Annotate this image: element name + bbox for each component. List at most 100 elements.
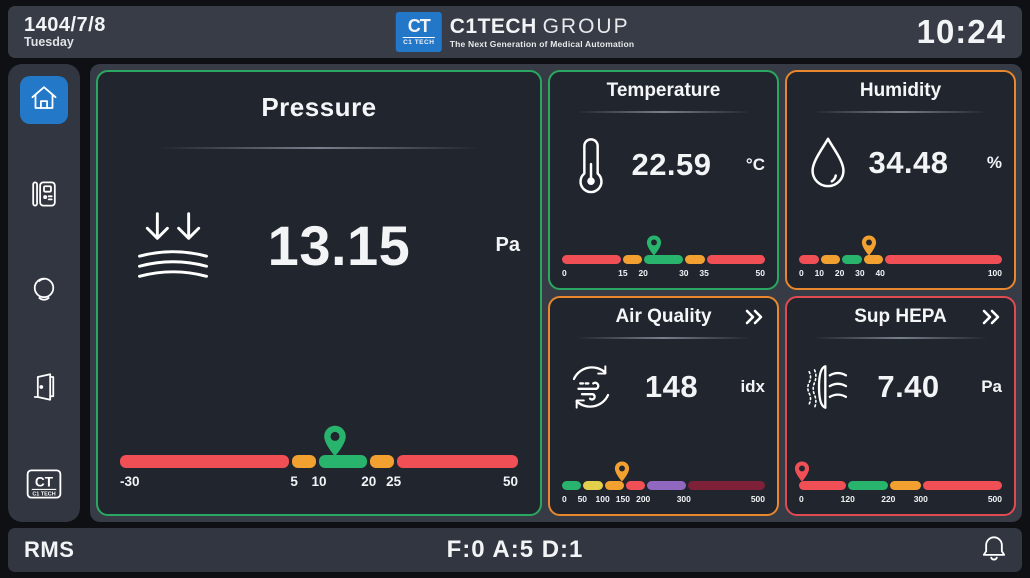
scale-segment xyxy=(319,455,368,468)
pressure-unit: Pa xyxy=(495,233,520,256)
sup-hepa-more-button[interactable] xyxy=(980,308,1002,331)
lightbulb-icon xyxy=(27,274,61,313)
brand-logo: CT C1 TECH C1TECH GROUP The Next Generat… xyxy=(395,12,635,52)
divider xyxy=(158,147,480,149)
scale-label: 15 xyxy=(618,268,628,278)
brand-tagline: The Next Generation of Medical Automatio… xyxy=(449,38,635,49)
air-quality-scale-pin xyxy=(614,461,630,482)
scale-label: 20 xyxy=(834,268,845,278)
scale-segment xyxy=(625,481,646,490)
scale-segment xyxy=(863,255,883,264)
pressure-scale-bar xyxy=(120,455,518,468)
bell-icon xyxy=(982,534,1006,566)
sidebar-item-lighting[interactable] xyxy=(20,269,68,317)
pressure-scale-labels: -30 5 10 20 25 50 xyxy=(120,474,518,490)
sup-hepa-scale: 0 120 220 300 500 xyxy=(794,461,1002,505)
scale-segment xyxy=(120,455,289,468)
pressure-icon xyxy=(118,207,228,283)
humidity-scale: 0 10 20 30 40 100 xyxy=(799,235,1002,279)
hepa-filter-icon xyxy=(799,361,857,413)
sup-hepa-unit: Pa xyxy=(981,377,1002,396)
content: CT C1 TECH Pressure xyxy=(8,64,1022,522)
scale-label: 500 xyxy=(750,494,765,504)
scale-segment xyxy=(604,481,624,490)
temperature-scale-pin xyxy=(646,235,662,256)
c1tech-logo-icon: CT C1 TECH xyxy=(24,464,64,509)
scale-label: 5 xyxy=(290,474,298,489)
main-panels: Pressure 13.15 Pa xyxy=(90,64,1022,522)
sup-hepa-scale-pin xyxy=(794,461,810,482)
scale-label: 10 xyxy=(814,268,825,278)
scale-segment xyxy=(848,481,888,490)
air-quality-value: 148 xyxy=(644,369,699,404)
humidity-unit: % xyxy=(986,153,1002,172)
air-quality-scale: 0 50 100 150 200 300 500 xyxy=(562,461,765,505)
scale-segment xyxy=(820,255,840,264)
scale-label: 30 xyxy=(679,268,689,278)
divider xyxy=(813,111,988,113)
scale-label: 150 xyxy=(615,494,630,504)
home-icon xyxy=(27,81,61,120)
divider xyxy=(576,337,751,339)
svg-text:CT: CT xyxy=(35,474,54,489)
divider xyxy=(576,111,751,113)
air-quality-scale-labels: 0 50 100 150 200 300 500 xyxy=(562,494,765,505)
scale-label: 40 xyxy=(875,268,885,278)
scale-segment xyxy=(706,255,765,264)
scale-label: 0 xyxy=(562,268,567,278)
sidebar-item-devices[interactable] xyxy=(20,173,68,221)
scale-label: 30 xyxy=(855,268,865,278)
air-quality-more-button[interactable] xyxy=(743,308,765,331)
c1tech-badge: CT C1 TECH xyxy=(395,12,442,52)
scale-segment xyxy=(923,481,1002,490)
pressure-value-row: 13.15 Pa xyxy=(98,207,540,283)
scale-label: 0 xyxy=(799,494,804,504)
scale-label: 120 xyxy=(840,494,855,504)
scale-label: 10 xyxy=(311,474,327,489)
scale-segment xyxy=(622,255,642,264)
temperature-unit: °C xyxy=(745,155,765,174)
scale-segment xyxy=(799,255,819,264)
pressure-scale: -30 5 10 20 25 50 xyxy=(120,425,518,490)
control-panel-icon xyxy=(27,177,61,216)
badge-ct-text: CT xyxy=(407,16,431,37)
scale-label: 0 xyxy=(562,494,567,504)
temperature-scale-labels: 0 15 20 30 35 50 xyxy=(562,268,765,279)
air-quality-unit: idx xyxy=(740,377,765,396)
scale-segment xyxy=(370,455,395,468)
date-block: 1404/7/8 Tuesday xyxy=(24,14,106,50)
humidity-value-row: 34.48 % xyxy=(787,135,1014,191)
humidity-scale-pin xyxy=(861,235,877,256)
sidebar-item-door[interactable] xyxy=(20,366,68,414)
temperature-title: Temperature xyxy=(606,80,721,101)
thermometer-icon xyxy=(562,135,620,195)
scale-label: 100 xyxy=(987,268,1002,278)
door-icon xyxy=(27,370,61,409)
scale-label: 500 xyxy=(987,494,1002,504)
notifications-bell-button[interactable] xyxy=(982,534,1006,566)
scale-label: 20 xyxy=(638,268,648,278)
divider xyxy=(813,337,988,339)
scale-segment xyxy=(562,255,621,264)
scale-label: 20 xyxy=(361,474,377,489)
weekday: Tuesday xyxy=(24,35,74,50)
scale-segment xyxy=(685,255,705,264)
humidity-title: Humidity xyxy=(859,80,942,101)
air-quality-scale-bar xyxy=(562,481,765,490)
temperature-value-row: 22.59 °C xyxy=(550,135,777,195)
scale-label: 50 xyxy=(577,494,588,504)
sidebar-c1tech-logo: CT C1 TECH xyxy=(20,462,68,510)
scale-segment xyxy=(562,481,582,490)
sup-hepa-scale-labels: 0 120 220 300 500 xyxy=(799,494,1002,505)
bottombar: RMS F:0 A:5 D:1 xyxy=(8,528,1022,572)
scale-label: 50 xyxy=(755,268,765,278)
scale-segment xyxy=(397,455,518,468)
panel-pressure: Pressure 13.15 Pa xyxy=(96,70,542,516)
scale-segment xyxy=(889,481,922,490)
sup-hepa-value-row: 7.40 Pa xyxy=(787,361,1014,413)
pressure-value: 13.15 xyxy=(267,213,411,277)
humidity-value: 34.48 xyxy=(868,145,949,180)
scale-label: 200 xyxy=(636,494,651,504)
sidebar-item-home[interactable] xyxy=(20,76,68,124)
